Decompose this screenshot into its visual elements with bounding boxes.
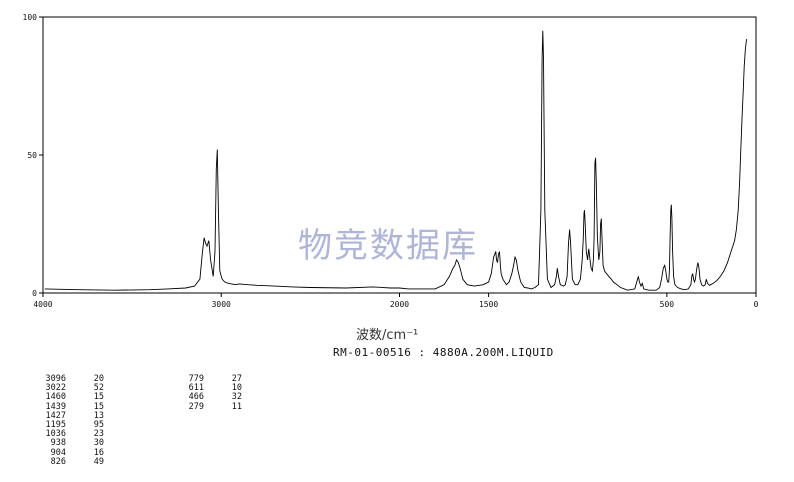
peak-wavenumber: 779 <box>188 374 204 384</box>
peak-wavenumber: 1460 <box>45 392 66 403</box>
y-tick-label: 0 <box>32 289 37 298</box>
x-tick-label: 0 <box>754 300 759 309</box>
sample-id: RM-01-00516 : 4880A.200M.LIQUID <box>333 346 554 359</box>
peak-intensity: 95 <box>93 420 104 431</box>
peak-row: 466 32 <box>168 393 242 402</box>
peak-intensity: 11 <box>231 401 242 412</box>
y-tick-label: 50 <box>27 151 37 160</box>
peak-row: 1036 23 <box>30 430 104 439</box>
peak-wavenumber: 466 <box>188 392 204 403</box>
peak-row: 779 27 <box>168 374 242 384</box>
peak-wavenumber: 1427 <box>45 410 66 421</box>
peak-wavenumber: 279 <box>188 401 204 412</box>
peak-wavenumber: 826 <box>50 456 66 467</box>
peak-intensity: 13 <box>93 410 104 421</box>
spectrum-series-line <box>44 30 748 291</box>
peak-table-left: 3096 20 3022 52 1460 15 1439 15 1427 13 1195 9… <box>30 374 104 467</box>
peak-row: 3022 52 <box>30 383 104 394</box>
peak-intensity: 23 <box>93 429 104 440</box>
peak-wavenumber: 3022 <box>45 383 66 394</box>
peak-wavenumber: 611 <box>188 383 204 394</box>
peak-intensity: 27 <box>231 374 242 384</box>
peak-row: 826 49 <box>30 456 104 467</box>
x-tick-label: 1500 <box>479 300 498 309</box>
peak-row: 1460 15 <box>30 393 104 402</box>
peak-wavenumber: 1195 <box>45 420 66 431</box>
x-tick-label: 500 <box>660 300 675 309</box>
x-axis-label: 波数/cm⁻¹ <box>356 328 419 343</box>
peak-row: 1439 15 <box>30 401 104 412</box>
peak-intensity: 30 <box>93 438 104 449</box>
x-tick-label: 2000 <box>390 300 409 309</box>
peak-intensity: 32 <box>231 392 242 403</box>
peak-row: 1427 13 <box>30 410 104 421</box>
peak-row: 279 11 <box>168 401 242 412</box>
x-tick-label: 3000 <box>212 300 231 309</box>
peak-wavenumber: 938 <box>50 438 66 449</box>
peak-intensity: 52 <box>93 383 104 394</box>
peak-row: 1195 95 <box>30 420 104 431</box>
peak-wavenumber: 3096 <box>45 374 66 384</box>
y-tick-label: 100 <box>23 13 38 22</box>
peak-intensity: 10 <box>231 383 242 394</box>
peak-table-right: 779 27 611 10 466 32 279 11 <box>168 374 242 412</box>
peak-wavenumber: 1439 <box>45 401 66 412</box>
peak-intensity: 49 <box>93 456 104 467</box>
x-tick-label: 4000 <box>33 300 52 309</box>
peak-intensity: 16 <box>93 447 104 458</box>
watermark: 物竞数据库 <box>298 226 478 266</box>
peak-row: 3096 20 <box>30 374 104 384</box>
peak-intensity: 15 <box>93 392 104 403</box>
peak-wavenumber: 904 <box>50 447 66 458</box>
peak-row: 904 16 <box>30 447 104 458</box>
peak-row: 938 30 <box>30 439 104 448</box>
peak-wavenumber: 1036 <box>45 429 66 440</box>
peak-intensity: 20 <box>93 374 104 384</box>
axis-ticks: 4000 3000 2000 1500 500 0 0 50 100 <box>23 13 759 309</box>
peak-row: 611 10 <box>168 383 242 394</box>
peak-intensity: 15 <box>93 401 104 412</box>
